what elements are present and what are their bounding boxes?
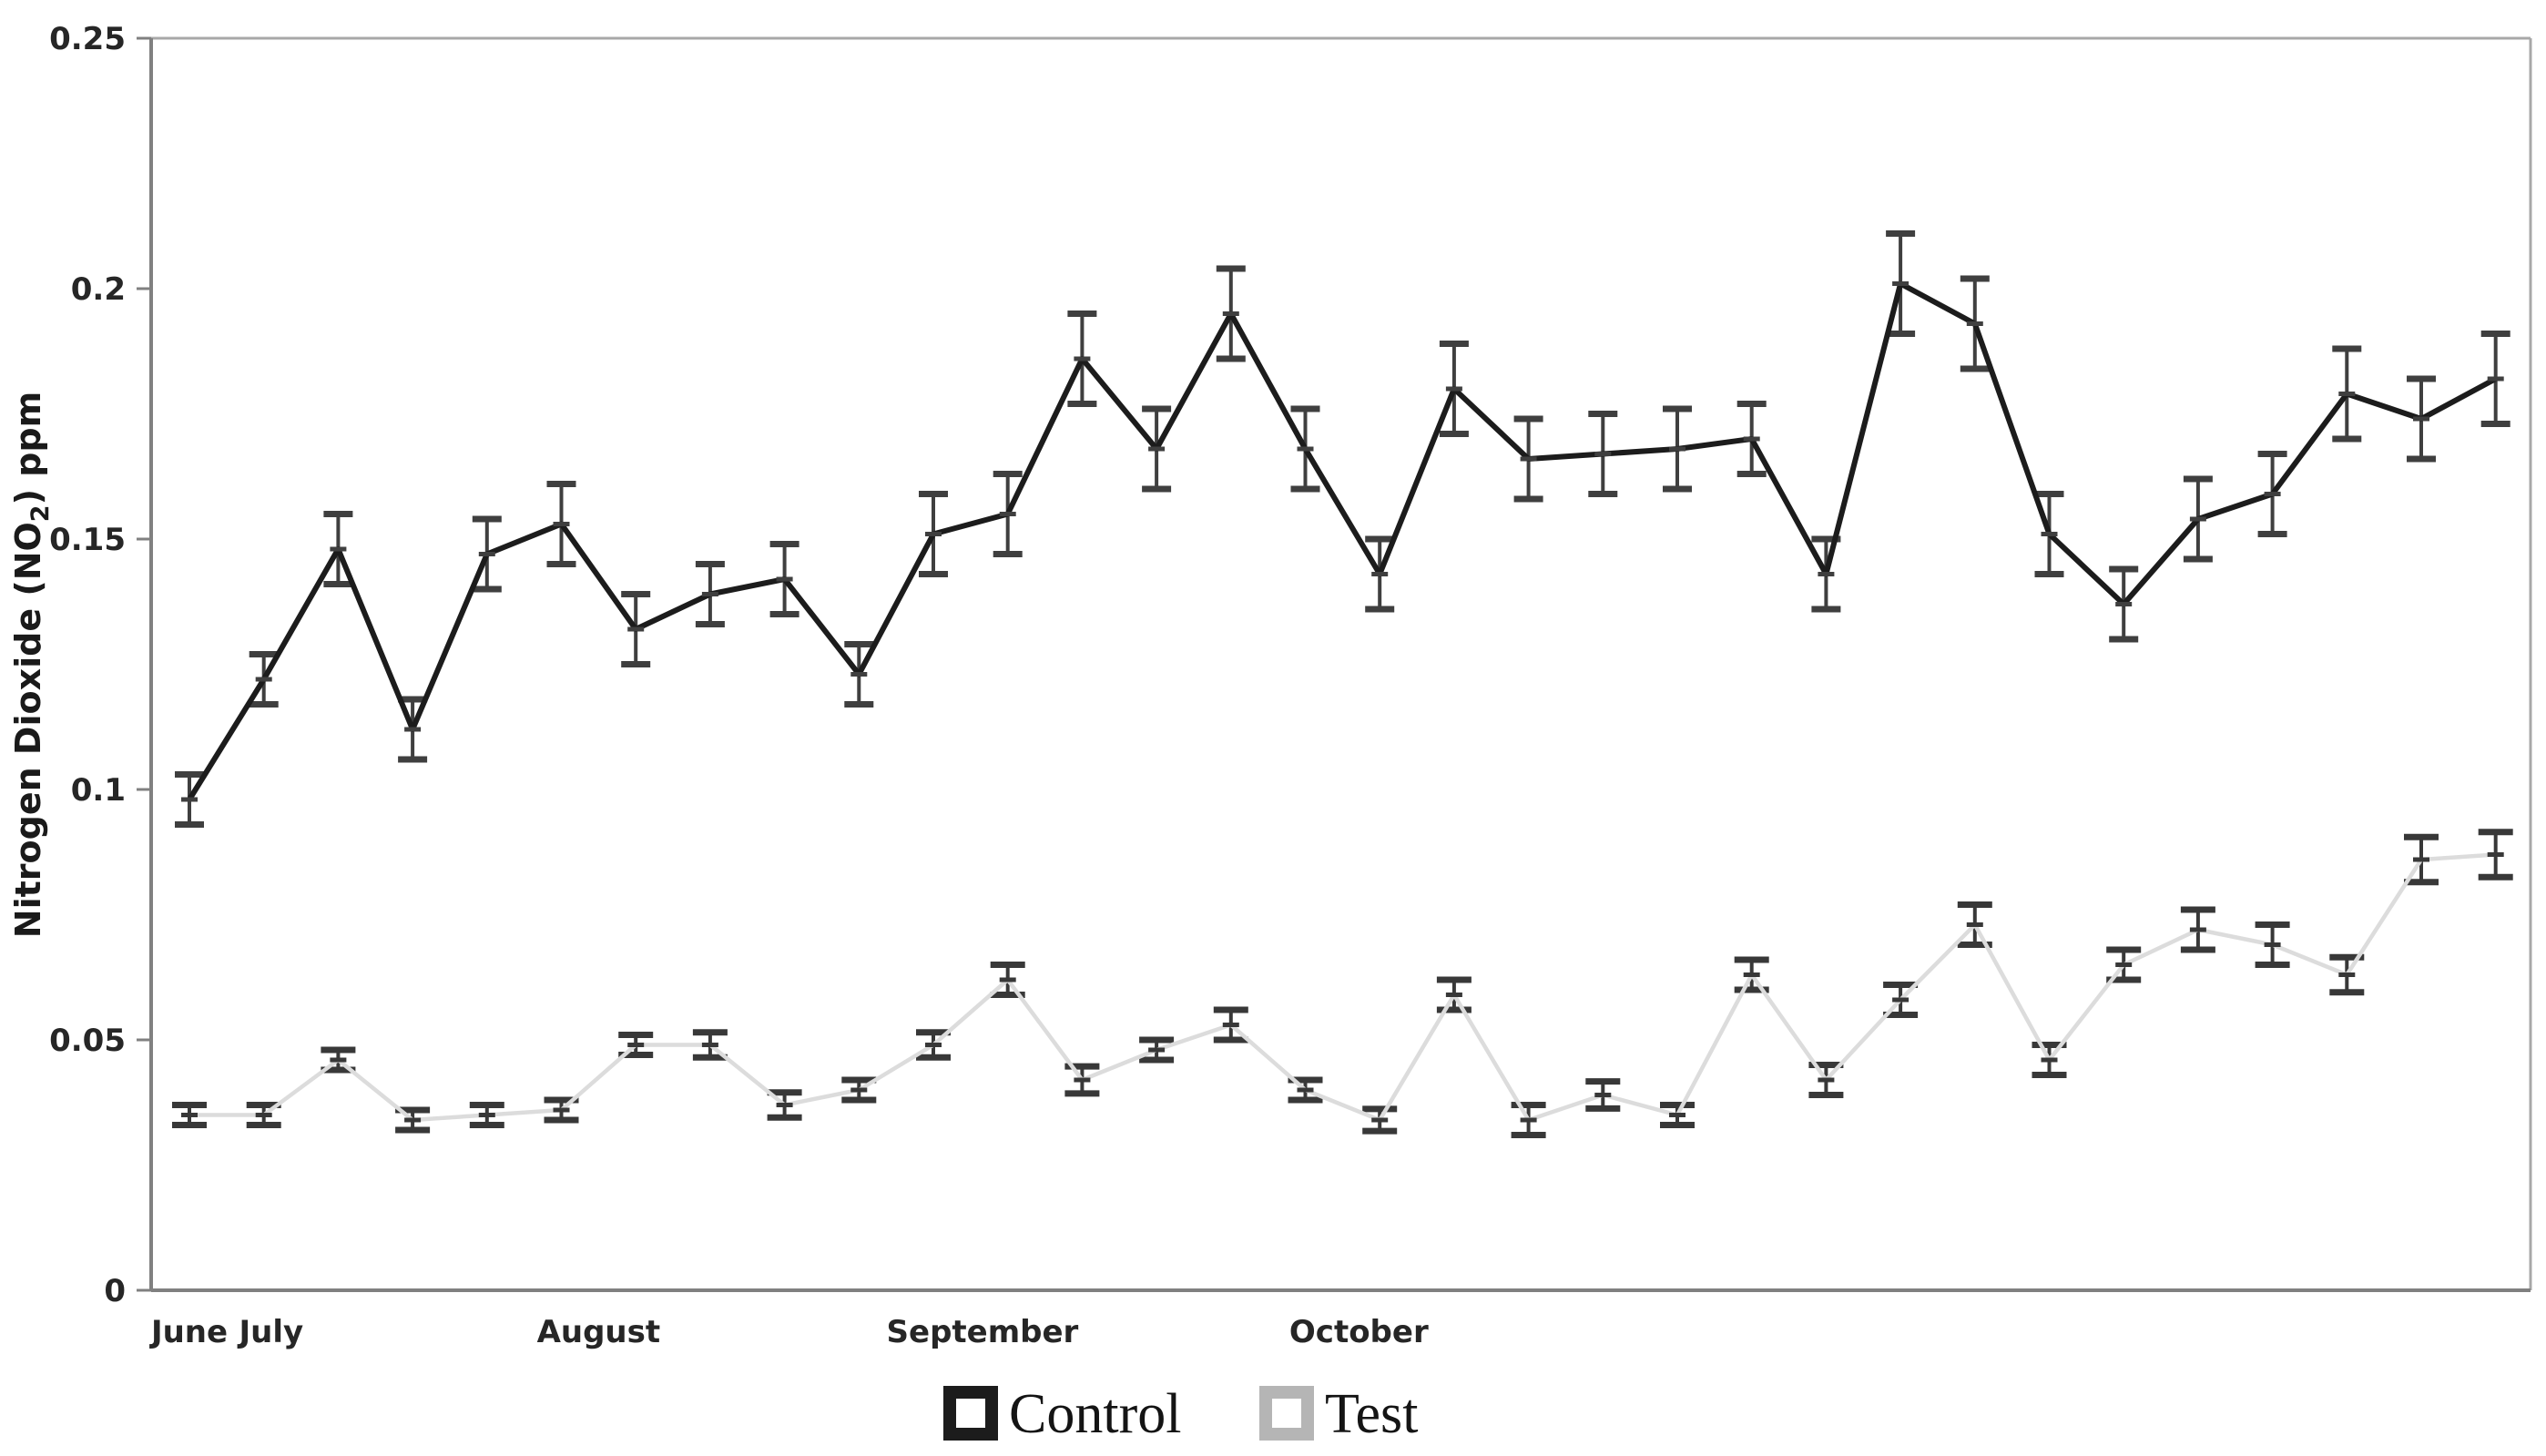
y-tick-label: 0.1 [71, 772, 126, 809]
y-axis-title-group: Nitrogen Dioxide (NO2) ppm [8, 392, 55, 938]
y-tick-label: 0.05 [49, 1023, 126, 1059]
axes [149, 36, 2532, 1292]
legend-control-marker [943, 1386, 998, 1441]
y-axis: 0 0.05 0.1 0.15 0.2 0.25 [49, 21, 151, 1309]
y-tick-label: 0.2 [71, 271, 126, 308]
legend-test-marker [1259, 1386, 1314, 1441]
y-tick-label: 0.15 [49, 522, 126, 558]
y-tick-label: 0 [104, 1273, 126, 1309]
test-series [172, 829, 2513, 1138]
month-label: August [537, 1314, 661, 1350]
x-axis: June July August September October [149, 1314, 1429, 1350]
month-label: October [1289, 1314, 1429, 1350]
control-series [175, 230, 2510, 828]
legend-test-label: Test [1325, 1383, 1418, 1445]
y-axis-title: Nitrogen Dioxide (NO2) ppm [8, 392, 55, 938]
legend-control-label: Control [1009, 1383, 1181, 1445]
month-label: September [887, 1314, 1079, 1350]
legend: Control Test [943, 1383, 1418, 1445]
y-tick-label: 0.25 [49, 21, 126, 57]
month-label: June [149, 1314, 228, 1350]
month-label: July [238, 1314, 304, 1350]
test-polyline [189, 852, 2496, 1123]
control-polyline [187, 280, 2498, 801]
